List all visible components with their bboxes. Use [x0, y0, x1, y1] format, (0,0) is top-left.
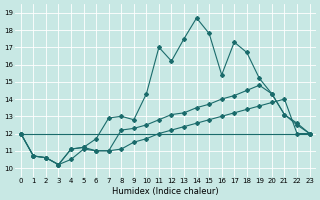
X-axis label: Humidex (Indice chaleur): Humidex (Indice chaleur): [112, 187, 219, 196]
